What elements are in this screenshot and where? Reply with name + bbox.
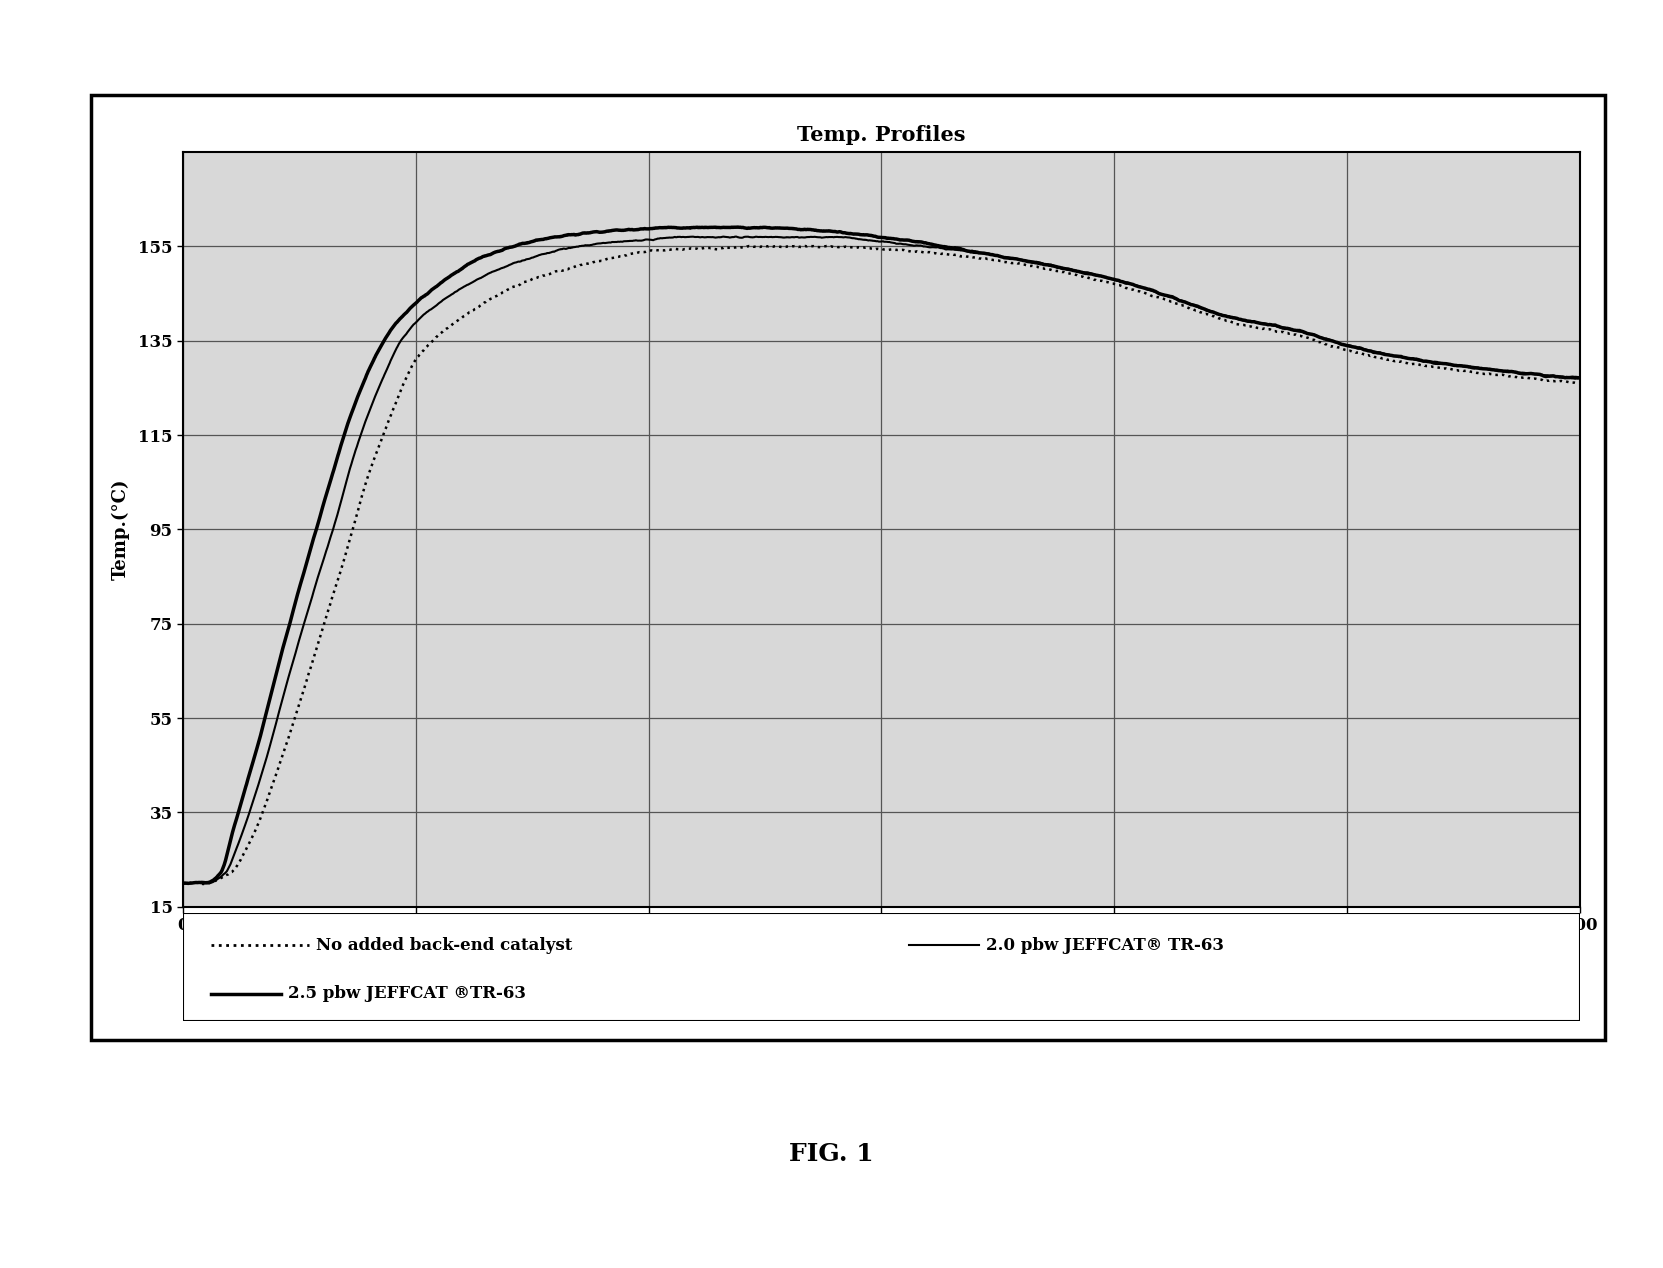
No added back-end catalyst <box>1570 377 1590 392</box>
Line: 2.5 pbw JEFFCAT ®TR-63: 2.5 pbw JEFFCAT ®TR-63 <box>183 227 1580 884</box>
2.0 pbw JEFFCAT® TR-63 <box>725 230 745 245</box>
No added back-end catalyst <box>173 876 193 891</box>
No added back-end catalyst <box>853 240 873 255</box>
Y-axis label: Temp.(°C): Temp.(°C) <box>111 478 130 581</box>
2.0 pbw JEFFCAT® TR-63 <box>1570 372 1590 387</box>
Line: 2.0 pbw JEFFCAT® TR-63: 2.0 pbw JEFFCAT® TR-63 <box>183 237 1580 884</box>
2.5 pbw JEFFCAT ®TR-63 <box>178 876 198 891</box>
2.5 pbw JEFFCAT ®TR-63 <box>1274 321 1294 336</box>
No added back-end catalyst <box>1530 372 1550 387</box>
2.5 pbw JEFFCAT ®TR-63 <box>173 876 193 891</box>
No added back-end catalyst <box>193 876 213 891</box>
2.5 pbw JEFFCAT ®TR-63 <box>853 227 873 242</box>
Text: 2.5 pbw JEFFCAT ®TR-63: 2.5 pbw JEFFCAT ®TR-63 <box>288 985 526 1002</box>
No added back-end catalyst <box>817 238 836 254</box>
2.5 pbw JEFFCAT ®TR-63 <box>728 219 748 235</box>
2.0 pbw JEFFCAT® TR-63 <box>1530 368 1550 383</box>
2.0 pbw JEFFCAT® TR-63 <box>173 876 193 891</box>
2.5 pbw JEFFCAT ®TR-63 <box>1530 368 1550 383</box>
2.5 pbw JEFFCAT ®TR-63 <box>244 748 264 763</box>
2.0 pbw JEFFCAT® TR-63 <box>244 789 264 804</box>
No added back-end catalyst <box>817 238 836 254</box>
2.5 pbw JEFFCAT ®TR-63 <box>1570 370 1590 385</box>
No added back-end catalyst <box>1274 325 1294 340</box>
Line: No added back-end catalyst: No added back-end catalyst <box>183 246 1580 884</box>
2.5 pbw JEFFCAT ®TR-63 <box>817 223 836 238</box>
2.5 pbw JEFFCAT ®TR-63 <box>1530 366 1550 382</box>
FancyBboxPatch shape <box>183 913 1580 1021</box>
2.0 pbw JEFFCAT® TR-63 <box>176 876 196 891</box>
Text: No added back-end catalyst: No added back-end catalyst <box>316 937 572 954</box>
2.0 pbw JEFFCAT® TR-63 <box>817 230 836 245</box>
2.0 pbw JEFFCAT® TR-63 <box>853 232 873 247</box>
No added back-end catalyst <box>244 824 264 839</box>
Text: FIG. 1: FIG. 1 <box>790 1142 873 1165</box>
Text: 2.0 pbw JEFFCAT® TR-63: 2.0 pbw JEFFCAT® TR-63 <box>986 937 1224 954</box>
No added back-end catalyst <box>1530 372 1550 387</box>
2.0 pbw JEFFCAT® TR-63 <box>1274 321 1294 336</box>
Title: Temp. Profiles: Temp. Profiles <box>797 126 966 145</box>
2.0 pbw JEFFCAT® TR-63 <box>1530 368 1550 383</box>
X-axis label: Time (sec): Time (sec) <box>828 942 935 960</box>
